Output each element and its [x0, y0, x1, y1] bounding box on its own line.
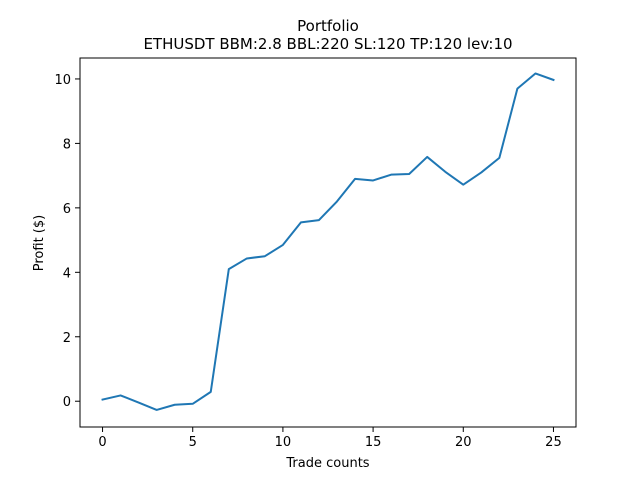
plot-area: 0 5 10 15 20 25 0 2 4 6 8 10: [54, 57, 577, 450]
plot-frame: [79, 57, 577, 428]
y-tick-label: 8: [63, 137, 71, 152]
series-line-0: [101, 72, 555, 411]
x-tick-label: 15: [365, 435, 382, 450]
x-tick-label: 20: [455, 435, 472, 450]
y-tick-label: 2: [63, 331, 71, 346]
y-tick-label: 4: [63, 266, 71, 281]
y-tick-label: 10: [54, 73, 71, 88]
x-tick-label: 5: [189, 435, 197, 450]
y-tick-label: 0: [63, 395, 71, 410]
y-axis-label: Profit ($): [32, 215, 47, 271]
chart-subtitle: ETHUSDT BBM:2.8 BBL:220 SL:120 TP:120 le…: [143, 35, 512, 53]
y-tick-label: 6: [63, 202, 71, 217]
x-tick-label: 10: [275, 435, 292, 450]
chart-title: Portfolio: [297, 17, 359, 35]
x-tick-label: 25: [545, 435, 562, 450]
x-tick-label: 0: [98, 435, 106, 450]
x-axis-label: Trade counts: [285, 456, 369, 471]
